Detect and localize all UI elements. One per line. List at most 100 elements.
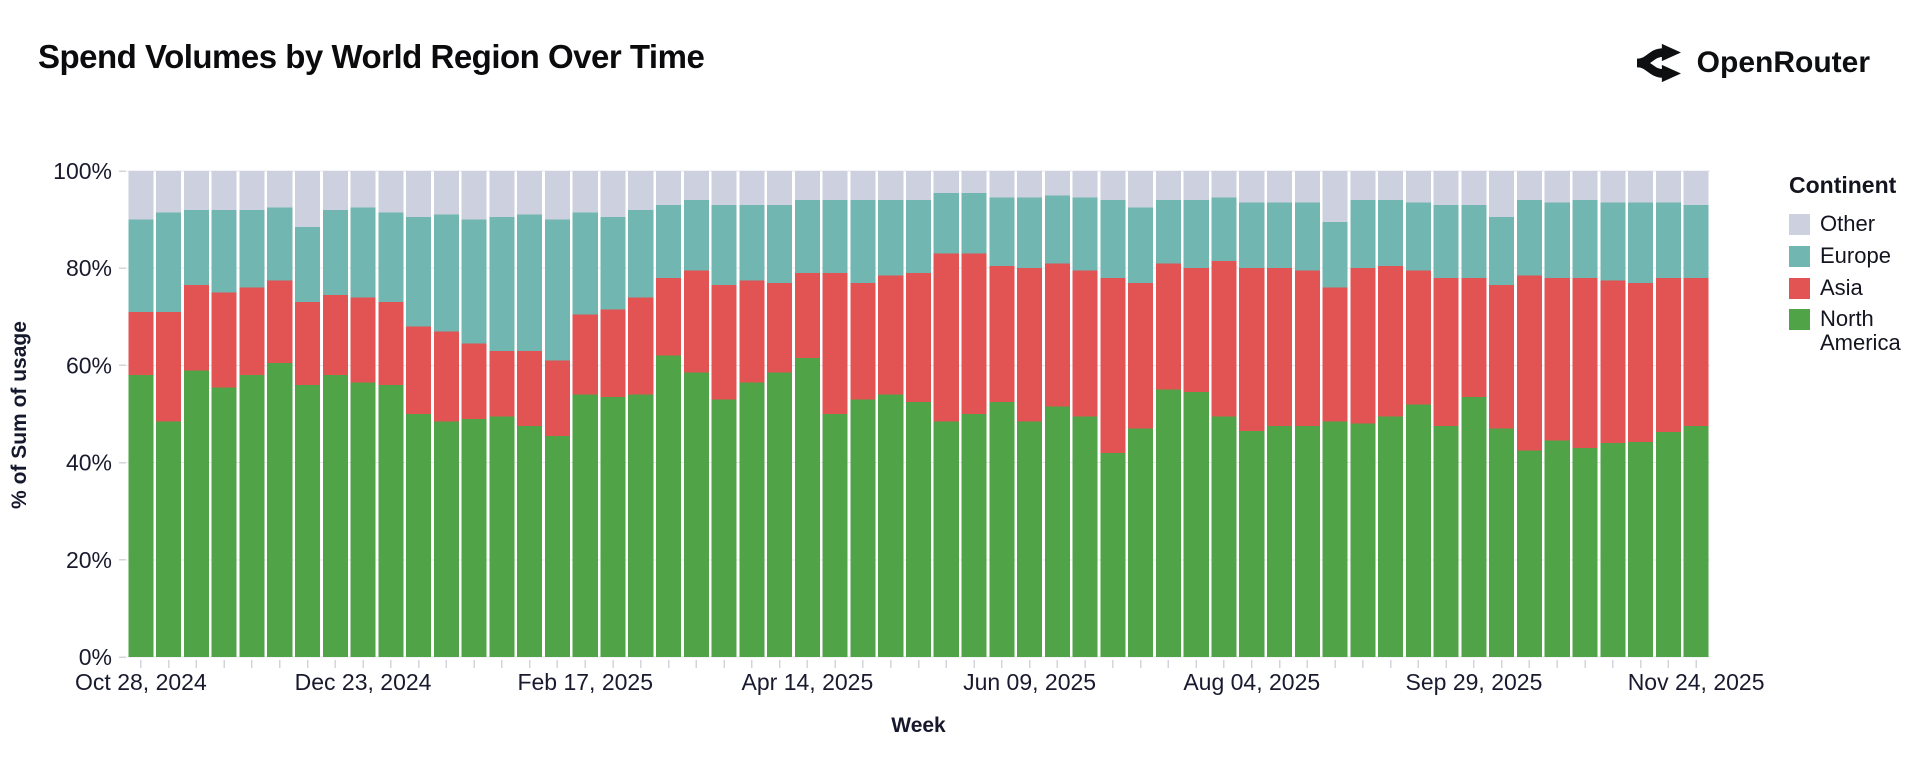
bar-segment-europe[interactable] [1044,195,1070,264]
bar-segment-north-america[interactable] [739,382,765,657]
bar-segment-europe[interactable] [767,205,793,283]
bar-segment-europe[interactable] [1017,197,1043,269]
bar-segment-other[interactable] [1239,171,1265,203]
bar-segment-other[interactable] [1600,171,1626,203]
bar-segment-north-america[interactable] [572,394,598,657]
bar-segment-europe[interactable] [1405,202,1431,271]
bar-segment-europe[interactable] [156,212,182,312]
bar-segment-north-america[interactable] [1572,448,1598,657]
bar-segment-north-america[interactable] [489,416,515,657]
bar-segment-europe[interactable] [350,207,376,298]
bar-segment-other[interactable] [294,171,321,227]
bar-segment-europe[interactable] [1183,200,1209,269]
bar-segment-europe[interactable] [1267,202,1293,269]
bar-segment-other[interactable] [1628,171,1654,203]
bar-segment-other[interactable] [1267,171,1293,203]
bar-segment-europe[interactable] [544,219,570,361]
bar-segment-north-america[interactable] [183,370,209,657]
bar-segment-asia[interactable] [878,275,904,395]
bar-segment-north-america[interactable] [267,362,293,657]
bar-segment-north-america[interactable] [683,372,709,657]
bar-segment-europe[interactable] [378,212,404,303]
bar-segment-north-america[interactable] [656,355,682,657]
bar-segment-other[interactable] [1211,171,1237,198]
bar-segment-other[interactable] [211,171,237,210]
bar-segment-north-america[interactable] [628,394,654,657]
bar-segment-north-america[interactable] [1322,421,1348,657]
bar-segment-asia[interactable] [989,265,1015,402]
bar-segment-other[interactable] [1183,171,1209,201]
bar-segment-north-america[interactable] [1378,416,1404,657]
bar-segment-north-america[interactable] [1405,404,1431,657]
bar-segment-north-america[interactable] [322,375,348,657]
bar-segment-other[interactable] [1655,171,1681,203]
bar-segment-europe[interactable] [1655,202,1681,278]
legend-item-other[interactable]: Other [1789,212,1914,236]
bar-segment-north-america[interactable] [350,382,376,657]
bar-segment-europe[interactable] [1322,222,1348,288]
bar-segment-north-america[interactable] [211,387,237,657]
bar-segment-north-america[interactable] [1655,431,1681,657]
legend-item-europe[interactable]: Europe [1789,243,1914,268]
bar-segment-other[interactable] [267,171,293,208]
bar-segment-north-america[interactable] [1017,421,1043,657]
bar-segment-europe[interactable] [878,200,904,276]
bar-segment-europe[interactable] [1489,217,1515,286]
bar-segment-europe[interactable] [628,209,654,298]
bar-segment-north-america[interactable] [378,384,404,657]
bar-segment-europe[interactable] [933,192,959,254]
bar-segment-other[interactable] [1544,171,1570,203]
bar-segment-asia[interactable] [1044,263,1070,407]
bar-segment-other[interactable] [1100,171,1126,201]
bar-segment-north-america[interactable] [961,414,987,657]
bar-segment-europe[interactable] [905,200,932,274]
bar-segment-other[interactable] [739,171,765,206]
bar-segment-north-america[interactable] [822,414,848,657]
bar-segment-north-america[interactable] [1600,443,1626,657]
bar-segment-north-america[interactable] [878,394,904,657]
bar-segment-europe[interactable] [1683,205,1709,278]
bar-segment-other[interactable] [878,171,904,201]
bar-segment-other[interactable] [1378,171,1404,201]
bar-segment-other[interactable] [711,171,737,206]
bar-segment-other[interactable] [128,171,154,220]
bar-segment-asia[interactable] [1072,270,1098,417]
bar-segment-north-america[interactable] [989,401,1015,657]
bar-segment-asia[interactable] [600,309,626,397]
bar-segment-europe[interactable] [239,209,265,288]
bar-segment-asia[interactable] [322,294,348,376]
bar-segment-other[interactable] [850,171,876,201]
bar-segment-europe[interactable] [794,200,820,274]
bar-segment-europe[interactable] [1072,197,1098,271]
bar-segment-europe[interactable] [322,209,348,295]
bar-segment-asia[interactable] [378,302,404,385]
bar-segment-asia[interactable] [1572,277,1598,449]
bar-segment-europe[interactable] [656,205,682,278]
bar-segment-asia[interactable] [1322,287,1348,422]
bar-segment-north-america[interactable] [767,372,793,657]
bar-segment-other[interactable] [1433,171,1459,206]
bar-segment-north-america[interactable] [1489,428,1515,657]
bar-segment-north-america[interactable] [711,399,737,657]
bar-segment-north-america[interactable] [1294,426,1320,657]
bar-segment-other[interactable] [1461,171,1487,206]
bar-segment-north-america[interactable] [1128,428,1154,657]
bar-segment-asia[interactable] [1600,280,1626,444]
bar-segment-other[interactable] [489,171,515,218]
bar-segment-europe[interactable] [1461,205,1487,278]
bar-segment-asia[interactable] [1655,277,1681,432]
bar-segment-other[interactable] [905,171,932,201]
bar-segment-europe[interactable] [128,219,154,312]
bar-segment-other[interactable] [572,171,598,213]
bar-segment-north-america[interactable] [1072,416,1098,657]
bar-segment-other[interactable] [1155,171,1181,201]
bar-segment-asia[interactable] [628,297,654,395]
bar-segment-asia[interactable] [683,270,709,373]
bar-segment-asia[interactable] [961,253,987,414]
bar-segment-other[interactable] [1017,171,1043,198]
bar-segment-other[interactable] [1516,171,1543,201]
bar-segment-other[interactable] [406,171,432,218]
bar-segment-europe[interactable] [1433,205,1459,278]
bar-segment-asia[interactable] [1350,268,1376,424]
bar-segment-other[interactable] [378,171,404,213]
